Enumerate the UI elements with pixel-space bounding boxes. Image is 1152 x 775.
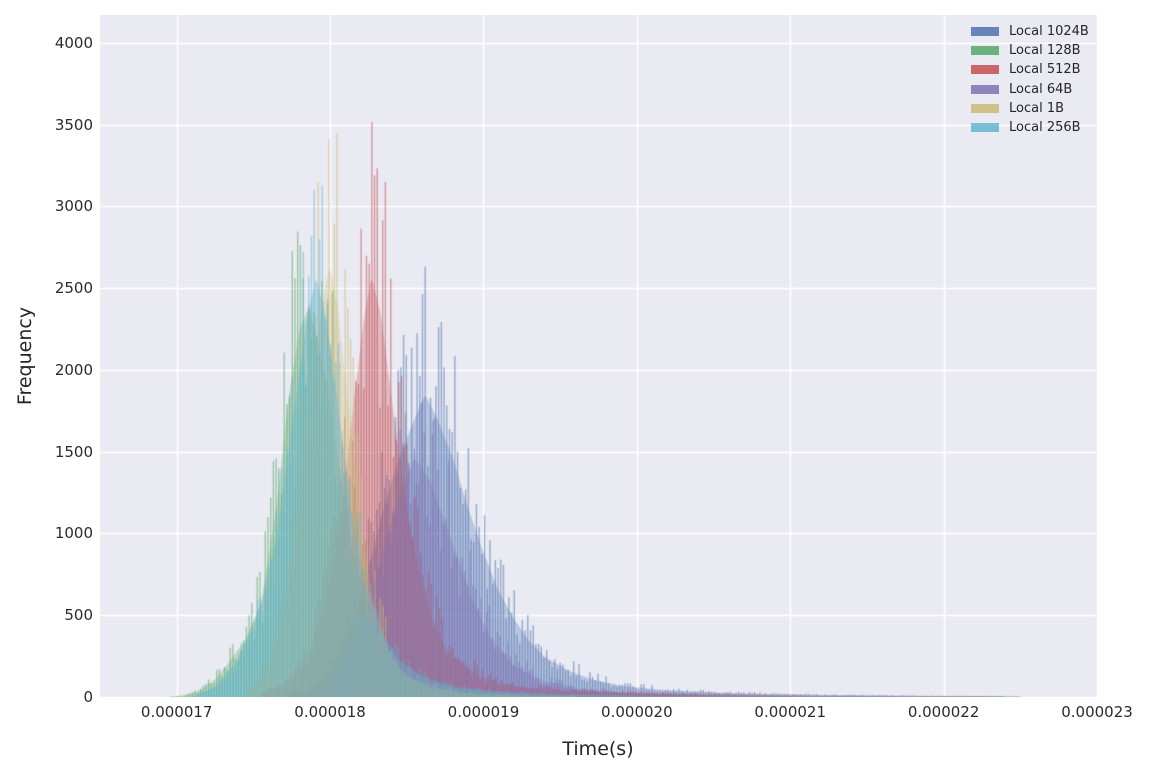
legend: Local 1024B Local 128B Local 512B Local 64B… [971,22,1089,137]
legend-item: Local 64B [971,80,1089,99]
y-axis-label: Frequency [14,306,36,406]
legend-label: Local 64B [1009,81,1073,97]
y-tick-label: 3000 [54,197,93,216]
y-tick-label: 4000 [54,33,93,52]
legend-item: Local 256B [971,118,1089,137]
legend-swatch [971,46,999,56]
legend-label: Local 128B [1009,43,1081,59]
x-tick-label: 0.000021 [754,703,827,721]
legend-swatch [971,84,999,94]
legend-item: Local 1024B [971,22,1089,41]
y-tick-label: 0 [83,688,93,706]
legend-item: Local 512B [971,60,1089,79]
x-tick-label: 0.000017 [140,703,213,721]
legend-item: Local 128B [971,41,1089,60]
y-tick-label: 2500 [54,279,93,298]
legend-swatch [971,123,999,133]
legend-label: Local 256B [1009,120,1081,136]
x-tick-label: 0.000018 [294,703,366,721]
y-tick-label: 500 [64,606,93,625]
y-tick-label: 3500 [54,115,93,134]
legend-label: Local 1B [1009,100,1065,116]
x-tick-label: 0.000019 [447,703,520,721]
x-tick-label: 0.000023 [1061,703,1133,721]
y-tick-label: 1000 [54,524,93,543]
x-tick-label: 0.000022 [907,703,980,721]
histogram-plot-canvas [100,15,1097,697]
y-tick-label: 1500 [54,442,93,461]
y-tick-label: 2000 [54,360,93,379]
legend-item: Local 1B [971,99,1089,118]
x-tick-label: 0.000020 [601,703,673,721]
legend-label: Local 512B [1009,62,1081,78]
legend-swatch [971,103,999,113]
legend-swatch [971,27,999,37]
legend-label: Local 1024B [1009,24,1089,40]
legend-swatch [971,65,999,75]
x-axis-label: Time(s) [562,738,634,760]
